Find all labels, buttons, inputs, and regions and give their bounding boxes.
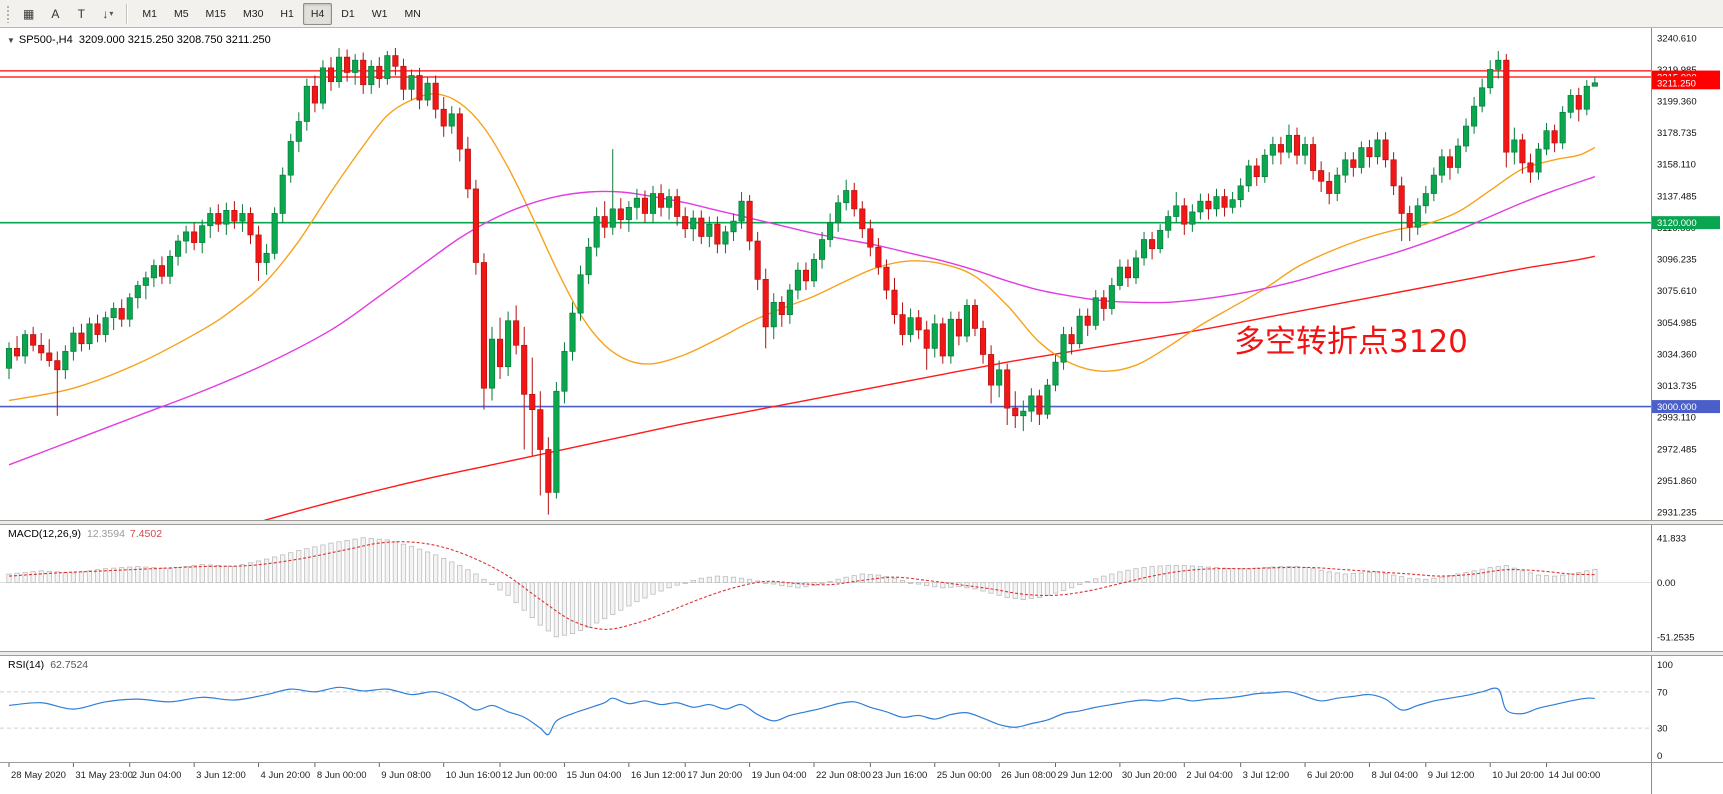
svg-text:2951.860: 2951.860 [1657, 476, 1697, 487]
svg-text:31 May 23:00: 31 May 23:00 [75, 770, 133, 781]
toolbar-grip[interactable] [6, 4, 11, 23]
svg-text:4 Jun 20:00: 4 Jun 20:00 [261, 770, 311, 781]
price-axis: 3240.610 3219.985 3199.360 3178.735 3158.110… [1651, 28, 1720, 520]
letter-a-tool-button[interactable]: A [43, 3, 67, 25]
svg-text:70: 70 [1657, 687, 1668, 698]
macd-indicator-label: MACD(12,26,9) 12.3594 7.4502 [8, 528, 162, 540]
svg-text:3075.610: 3075.610 [1657, 286, 1697, 297]
svg-text:10 Jun 16:00: 10 Jun 16:00 [446, 770, 501, 781]
chart-grid-icon: ▦ [23, 6, 35, 21]
svg-text:3096.235: 3096.235 [1657, 255, 1697, 266]
svg-text:3 Jun 12:00: 3 Jun 12:00 [196, 770, 246, 781]
svg-text:2931.235: 2931.235 [1657, 507, 1697, 518]
chart-annotation-text: 多空转折点3120 [1234, 324, 1468, 360]
toolbar-separator [126, 3, 129, 24]
svg-text:12 Jun 00:00: 12 Jun 00:00 [502, 770, 557, 781]
timeframe-m15[interactable]: M15 [198, 3, 234, 25]
timeframe-d1[interactable]: D1 [333, 3, 362, 25]
arrow-dropdown-button[interactable]: ↓ ▾ [95, 3, 120, 25]
arrow-down-icon: ↓ [102, 6, 109, 21]
svg-text:19 Jun 04:00: 19 Jun 04:00 [752, 770, 807, 781]
candles-layer [5, 47, 1598, 515]
svg-text:3000.000: 3000.000 [1657, 402, 1697, 413]
svg-text:8 Jul 04:00: 8 Jul 04:00 [1371, 770, 1417, 781]
letter-a-icon: A [51, 6, 60, 21]
macd-pane-canvas[interactable]: 41.833 0.00 -51.2535 [0, 525, 1723, 651]
text-tool-icon: T [77, 6, 86, 21]
macd-main-value: 12.3594 [86, 528, 125, 540]
svg-text:29 Jun 12:00: 29 Jun 12:00 [1058, 770, 1113, 781]
svg-text:3137.485: 3137.485 [1657, 191, 1697, 202]
svg-text:3054.985: 3054.985 [1657, 318, 1697, 329]
macd-signal-line [8, 541, 1595, 630]
svg-text:8 Jun 00:00: 8 Jun 00:00 [317, 770, 367, 781]
rsi-line [8, 686, 1595, 736]
svg-text:15 Jun 04:00: 15 Jun 04:00 [566, 770, 621, 781]
svg-text:9 Jul 12:00: 9 Jul 12:00 [1428, 770, 1474, 781]
svg-text:2 Jul 04:00: 2 Jul 04:00 [1186, 770, 1232, 781]
timeframe-m30[interactable]: M30 [235, 3, 271, 25]
charts-grid-button[interactable]: ▦ [16, 3, 41, 25]
timeframe-h4[interactable]: H4 [302, 2, 333, 25]
timeframe-h1[interactable]: H1 [272, 3, 301, 25]
main-chart-canvas[interactable]: 3240.610 3219.985 3199.360 3178.735 3158.110… [0, 28, 1723, 520]
svg-text:3240.610: 3240.610 [1657, 33, 1697, 44]
time-axis[interactable]: 28 May 2020 31 May 23:002 Jun 04:00 3 Jun … [0, 762, 1723, 794]
svg-text:9 Jun 08:00: 9 Jun 08:00 [381, 770, 431, 781]
svg-text:3120.000: 3120.000 [1657, 218, 1697, 229]
pane-separator-1[interactable] [0, 520, 1723, 525]
collapse-triangle-icon[interactable]: ▼ [7, 36, 15, 45]
svg-text:-51.2535: -51.2535 [1657, 633, 1695, 644]
svg-text:26 Jun 08:00: 26 Jun 08:00 [1001, 770, 1056, 781]
rsi-pane-canvas[interactable]: 100 70 30 0 [0, 656, 1723, 762]
top-toolbar: ▦ A T ↓ ▾ M1 M5 M15 M30 H1 H4 D1 W1 MN [0, 0, 1723, 28]
text-tool-button[interactable]: T [69, 3, 93, 25]
timeframe-group: M1 M5 M15 M30 H1 H4 D1 W1 MN [134, 2, 428, 25]
svg-text:2993.110: 2993.110 [1657, 413, 1696, 424]
svg-text:6 Jul 20:00: 6 Jul 20:00 [1307, 770, 1353, 781]
svg-text:3199.360: 3199.360 [1657, 97, 1697, 108]
svg-text:3013.735: 3013.735 [1657, 381, 1697, 392]
svg-text:28 May 2020: 28 May 2020 [11, 770, 66, 781]
pane-separator-2[interactable] [0, 651, 1723, 656]
svg-text:2972.485: 2972.485 [1657, 444, 1697, 455]
caret-down-icon: ▾ [109, 9, 114, 18]
timeframe-mn[interactable]: MN [396, 3, 428, 25]
svg-text:3211.250: 3211.250 [1657, 78, 1696, 89]
svg-text:30: 30 [1657, 724, 1668, 735]
rsi-value: 62.7524 [50, 659, 89, 671]
svg-text:22 Jun 08:00: 22 Jun 08:00 [816, 770, 871, 781]
svg-text:10 Jul 20:00: 10 Jul 20:00 [1492, 770, 1544, 781]
symbol-period-label: SP500-,H4 [18, 34, 73, 46]
svg-text:25 Jun 00:00: 25 Jun 00:00 [937, 770, 992, 781]
svg-text:17 Jun 20:00: 17 Jun 20:00 [687, 770, 742, 781]
macd-name: MACD(12,26,9) [8, 528, 81, 540]
svg-text:2 Jun 04:00: 2 Jun 04:00 [132, 770, 182, 781]
rsi-name: RSI(14) [8, 659, 45, 671]
svg-text:16 Jun 12:00: 16 Jun 12:00 [631, 770, 686, 781]
chart-symbol-title: ▼ SP500-,H4 3209.000 3215.250 3208.750 32… [7, 34, 271, 46]
macd-signal-value: 7.4502 [129, 528, 163, 540]
svg-text:3034.360: 3034.360 [1657, 349, 1697, 360]
svg-text:14 Jul 00:00: 14 Jul 00:00 [1549, 770, 1601, 781]
macd-histogram-layer [6, 537, 1598, 638]
svg-text:30 Jun 20:00: 30 Jun 20:00 [1122, 770, 1177, 781]
chart-window[interactable]: 3240.610 3219.985 3199.360 3178.735 3158.110… [0, 28, 1723, 794]
svg-text:23 Jun 16:00: 23 Jun 16:00 [872, 770, 927, 781]
svg-text:3219.985: 3219.985 [1657, 65, 1697, 76]
timeframe-m5[interactable]: M5 [166, 3, 197, 25]
svg-text:100: 100 [1657, 660, 1673, 671]
timeframe-w1[interactable]: W1 [364, 3, 396, 25]
svg-text:0: 0 [1657, 751, 1662, 762]
svg-text:3178.735: 3178.735 [1657, 128, 1697, 139]
svg-text:0.00: 0.00 [1657, 578, 1676, 589]
svg-text:41.833: 41.833 [1657, 533, 1686, 544]
moving-averages-layer [8, 93, 1596, 520]
timeframe-m1[interactable]: M1 [134, 3, 165, 25]
rsi-indicator-label: RSI(14) 62.7524 [8, 659, 88, 671]
svg-text:3 Jul 12:00: 3 Jul 12:00 [1243, 770, 1289, 781]
ohlc-values: 3209.000 3215.250 3208.750 3211.250 [78, 34, 271, 46]
svg-text:3158.110: 3158.110 [1657, 160, 1696, 171]
